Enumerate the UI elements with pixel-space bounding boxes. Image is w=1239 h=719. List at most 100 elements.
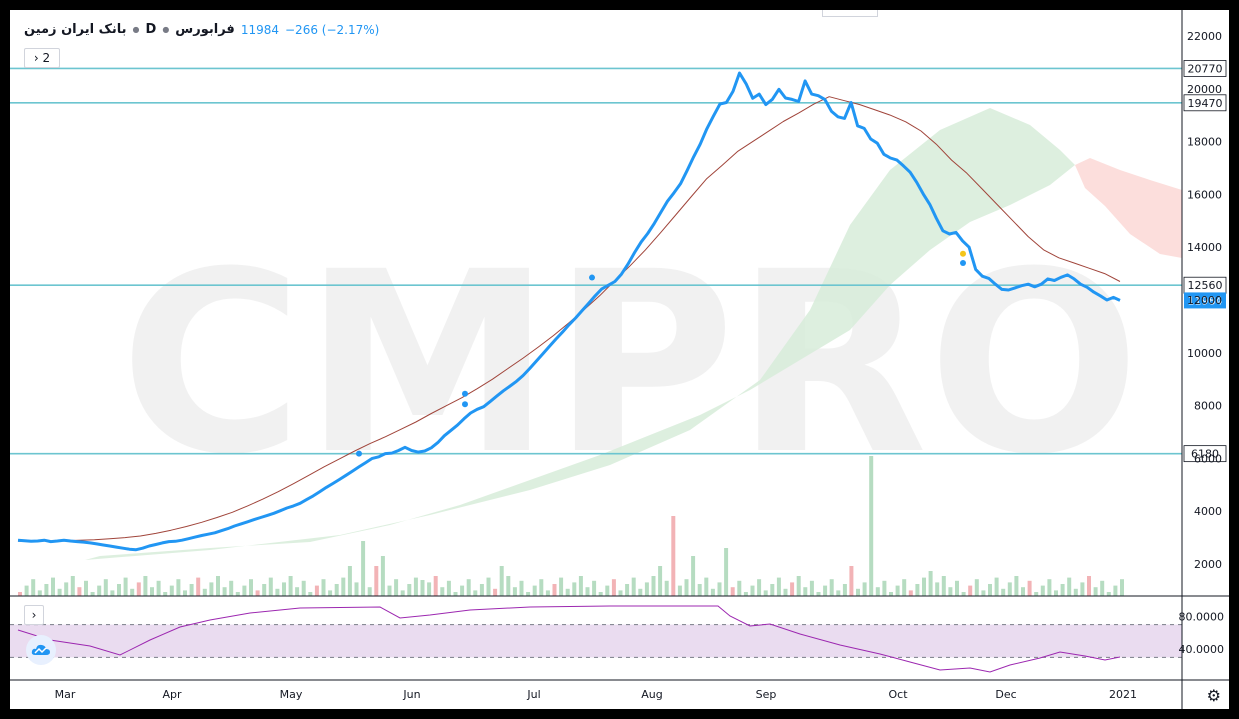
volume-bar [948, 587, 953, 596]
volume-bar [407, 584, 412, 596]
interval[interactable]: D [145, 22, 157, 37]
ichimoku-cloud-bearish [1075, 158, 1182, 258]
volume-layer [18, 456, 1124, 596]
rsi-line [17, 605, 1121, 673]
last-price: 11984 [240, 22, 279, 37]
volume-bar [44, 584, 49, 596]
volume-bar [473, 590, 478, 596]
x-tick-label: Dec [995, 688, 1016, 701]
top-handle[interactable] [822, 10, 878, 17]
volume-bar [308, 592, 313, 596]
x-tick-label: Jul [526, 688, 540, 701]
volume-bar [994, 577, 999, 596]
volume-bar [150, 587, 154, 596]
volume-bar [57, 588, 62, 596]
x-tick-label: Apr [162, 688, 182, 701]
gear-icon[interactable]: ⚙ [1206, 686, 1221, 705]
volume-bar [413, 577, 418, 596]
last-price-tag [1184, 292, 1226, 309]
volume-bar [295, 587, 300, 596]
exchange: فرابورس [175, 22, 235, 37]
rsi-pane: 80.0000 40.0000 [10, 595, 1229, 673]
level-label: 20770 [1188, 62, 1223, 75]
volume-bar [97, 585, 102, 596]
volume-bar [288, 576, 293, 596]
volume-bar [249, 579, 253, 596]
volume-bar [1080, 582, 1085, 596]
volume-bar [216, 576, 220, 596]
y-tick-label: 2000 [1194, 558, 1222, 571]
volume-bar [301, 580, 306, 596]
y-tick-label: 16000 [1187, 188, 1222, 201]
volume-bar [380, 556, 385, 596]
y-tick-label: 12000 [1187, 294, 1222, 307]
x-tick-label: Aug [641, 688, 662, 701]
volume-bar [889, 592, 893, 596]
volume-bar [882, 580, 887, 596]
volume-bar [427, 582, 432, 596]
volume-bar [176, 579, 181, 596]
price-line [17, 71, 1121, 552]
rsi-expand-button[interactable]: › [24, 605, 44, 625]
volume-bar [374, 566, 379, 596]
volume-bar [585, 587, 590, 596]
volume-bar [506, 576, 511, 596]
ichimoku-cloud-bullish [85, 108, 1075, 560]
symbol-header: بانک ایران زمین ● D ● فرابورس 11984 −266… [24, 22, 379, 37]
volume-bar [229, 580, 234, 596]
volume-bar [955, 580, 959, 596]
volume-bar [1027, 580, 1032, 596]
volume-bar [255, 590, 260, 596]
last-price-label: 11984 [1188, 294, 1223, 307]
volume-bar [196, 577, 201, 596]
x-tick-label: 2021 [1109, 688, 1137, 701]
level-label-box [1183, 445, 1227, 463]
symbol-name[interactable]: بانک ایران زمین [24, 22, 127, 37]
volume-bar [697, 584, 702, 596]
volume-bar [117, 584, 121, 596]
volume-bar [770, 584, 775, 596]
volume-bar [1040, 585, 1045, 596]
volume-bar [724, 548, 729, 596]
volume-bar [1014, 576, 1019, 596]
volume-bar [803, 587, 808, 596]
y-tick-label: 18000 [1187, 136, 1222, 149]
signal-dot [960, 260, 966, 267]
volume-bar [156, 580, 161, 596]
volume-bar [163, 592, 168, 596]
volume-bar [829, 579, 834, 596]
volume-bar [328, 590, 333, 596]
volume-bar [262, 584, 267, 596]
signal-dot [462, 390, 468, 397]
cloud-logo-icon[interactable] [26, 635, 56, 665]
volume-bar [512, 587, 517, 596]
volume-bar [361, 541, 366, 596]
volume-bar [1100, 580, 1105, 596]
volume-bar [961, 592, 966, 596]
volume-bar [796, 576, 801, 596]
volume-bar [130, 588, 135, 596]
volume-bar [743, 592, 748, 596]
volume-bar [988, 584, 992, 596]
horizontal-levels: 20770 19470 12560 6180 [10, 60, 1227, 463]
volume-bar [1113, 585, 1118, 596]
volume-bar [420, 580, 425, 596]
indicator-toggle-button[interactable]: › 2 [24, 48, 60, 68]
volume-bar [631, 577, 636, 596]
volume-bar [908, 590, 913, 596]
volume-bar [842, 584, 847, 596]
volume-bar [433, 576, 438, 596]
volume-bar [671, 516, 676, 596]
volume-bar [70, 576, 75, 596]
indicator-count: 2 [42, 51, 51, 65]
volume-bar [183, 590, 187, 596]
volume-bar [592, 580, 597, 596]
volume-bar [169, 585, 174, 596]
volume-bar [664, 580, 669, 596]
x-tick-label: Mar [55, 688, 76, 701]
volume-bar [875, 587, 880, 596]
volume-bar [1106, 592, 1111, 596]
volume-bar [691, 556, 696, 596]
volume-bar [836, 590, 841, 596]
